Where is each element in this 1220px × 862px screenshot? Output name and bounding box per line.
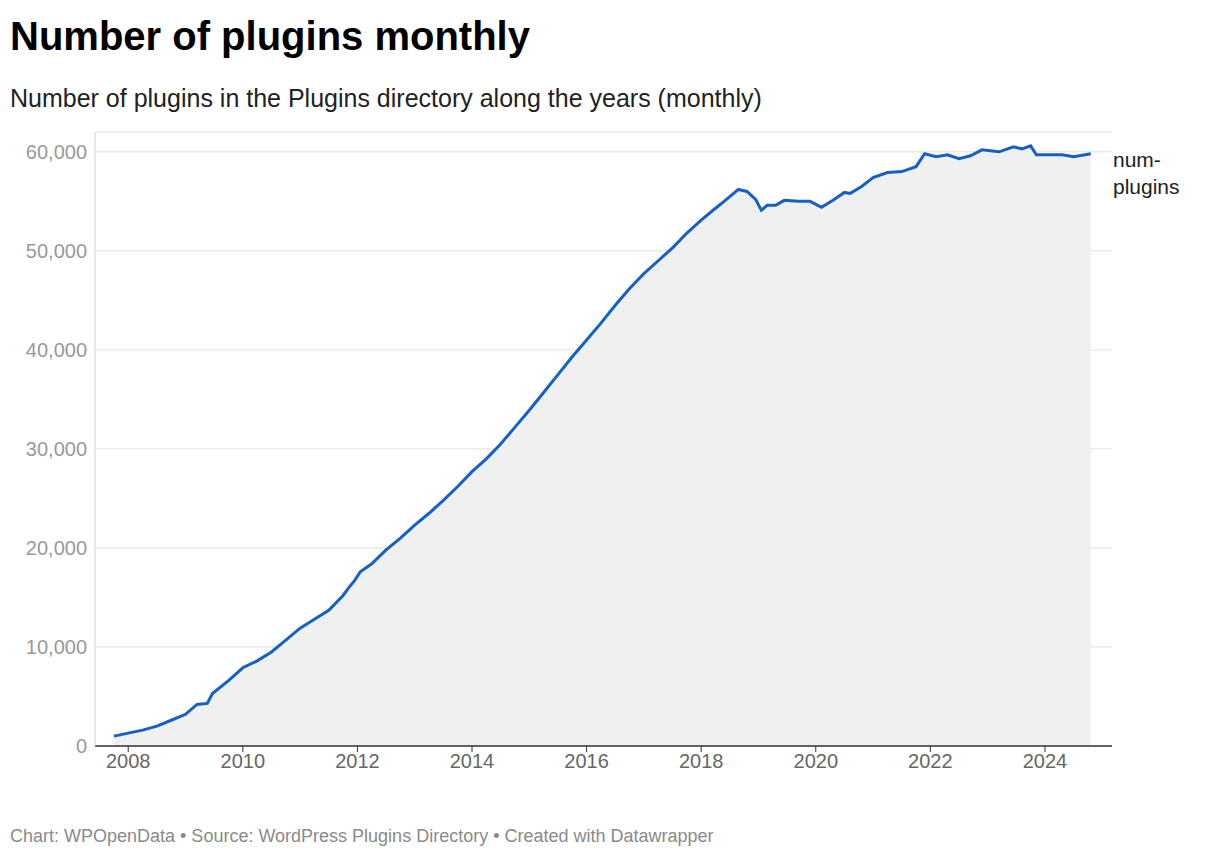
svg-text:40,000: 40,000 [26, 339, 87, 361]
svg-text:2024: 2024 [1023, 750, 1068, 772]
svg-text:2014: 2014 [450, 750, 495, 772]
html-text:Number of plugins in the Plugi: Number of plugins in the Plugins directo… [10, 84, 762, 112]
svg-text:50,000: 50,000 [26, 240, 87, 262]
svg-text:2018: 2018 [679, 750, 724, 772]
svg-text:2010: 2010 [221, 750, 266, 772]
html-text:num-plugins: num-plugins [1113, 148, 1180, 198]
svg-text:60,000: 60,000 [26, 141, 87, 163]
svg-text:2016: 2016 [564, 750, 609, 772]
svg-text:10,000: 10,000 [26, 636, 87, 658]
html-text:Number of plugins monthly: Number of plugins monthly [10, 14, 530, 58]
svg-text:0: 0 [76, 735, 87, 757]
svg-text:2008: 2008 [106, 750, 151, 772]
svg-text:2012: 2012 [335, 750, 380, 772]
svg-text:30,000: 30,000 [26, 438, 87, 460]
svg-text:2022: 2022 [908, 750, 953, 772]
svg-text:2020: 2020 [794, 750, 839, 772]
svg-text:20,000: 20,000 [26, 537, 87, 559]
html-text:Chart: WPOpenData • Source: Wo: Chart: WPOpenData • Source: WordPress Pl… [10, 826, 714, 846]
